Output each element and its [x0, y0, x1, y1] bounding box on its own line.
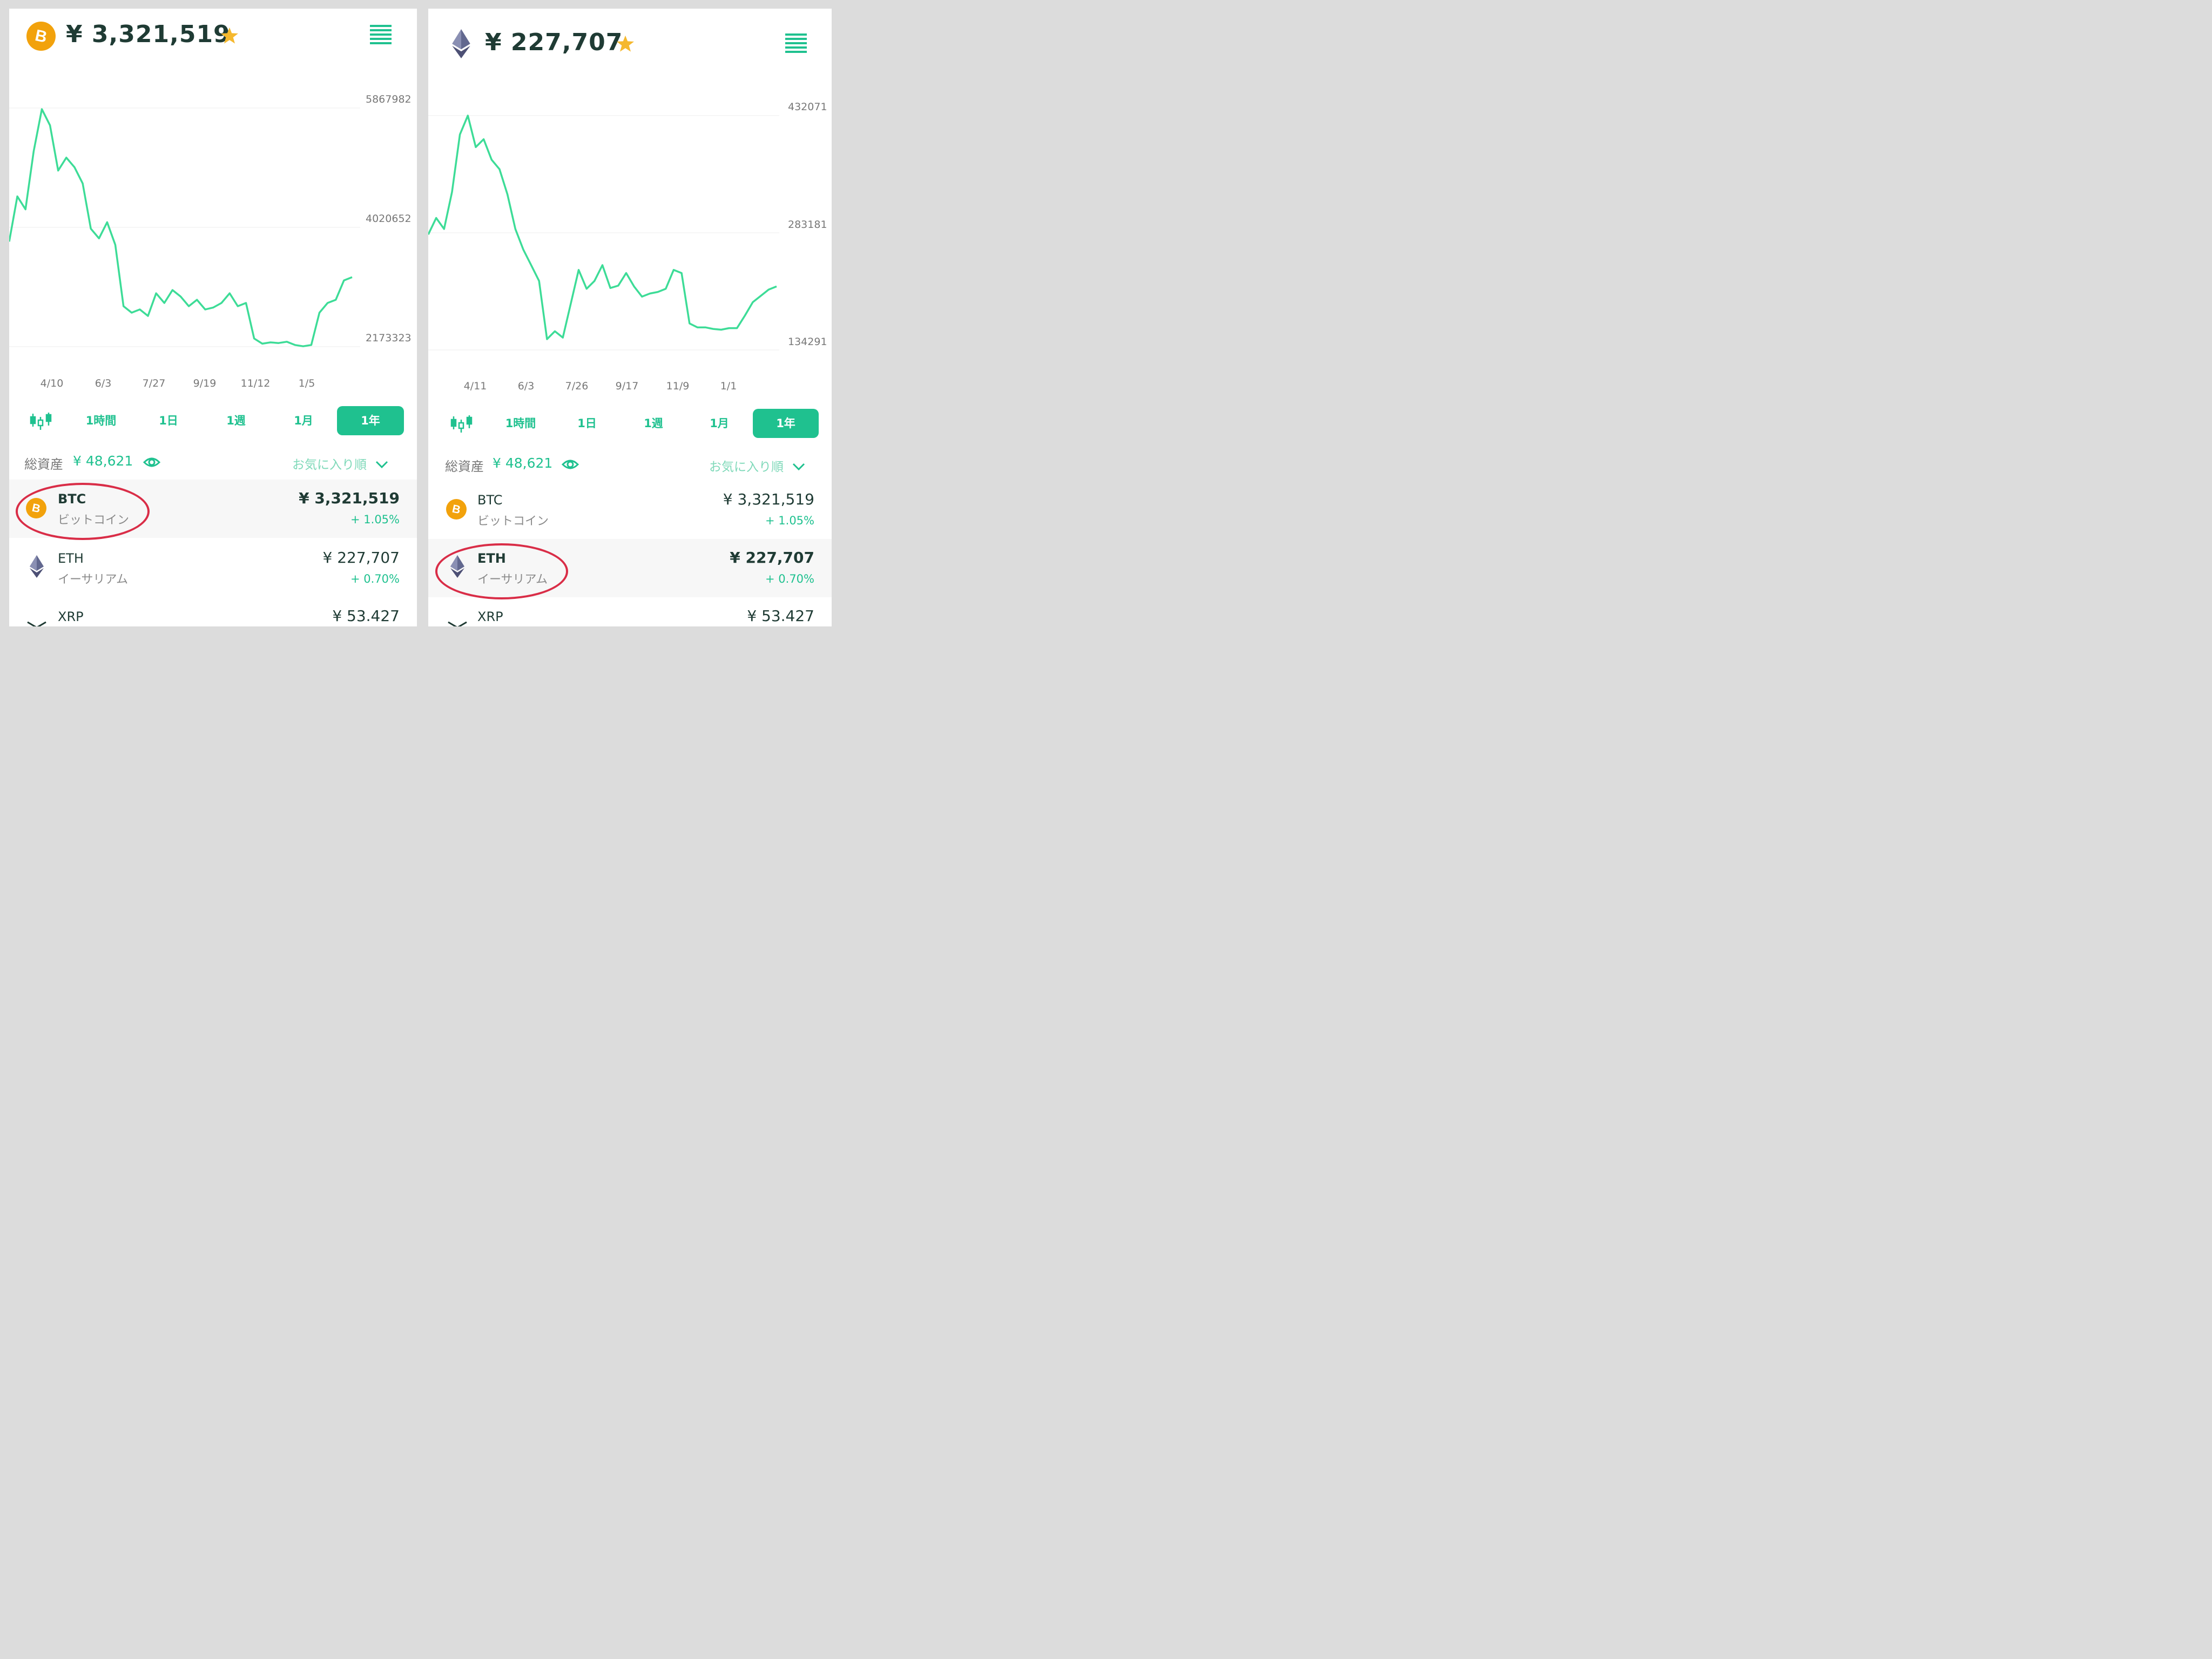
coin-price: ¥ 3,321,519: [299, 489, 400, 507]
coin-price: ¥ 227,707: [322, 549, 400, 567]
sort-label: お気に入り順: [709, 460, 784, 474]
x-axis-label: 4/10: [40, 377, 64, 389]
coin-price: ¥ 3,321,519: [723, 490, 814, 508]
x-axis-label: 6/3: [517, 380, 535, 392]
favorite-star-icon[interactable]: [616, 35, 635, 52]
timeframe-1h[interactable]: 1時間: [85, 414, 117, 427]
sort-dropdown[interactable]: お気に入り順: [709, 456, 806, 475]
eye-icon[interactable]: [143, 456, 160, 469]
total-assets-label: 総資産: [24, 457, 63, 472]
current-price: ¥ 3,321,519: [66, 21, 231, 48]
timeframe-1w[interactable]: 1週: [644, 417, 663, 430]
y-axis-label-mid: 4020652: [366, 213, 412, 225]
x-axis-label: 7/27: [142, 377, 166, 389]
coin-row-xrp[interactable]: XRP ¥ 53.427: [9, 597, 417, 626]
coin-change: + 1.05%: [350, 513, 400, 526]
x-axis-label: 9/17: [615, 380, 639, 392]
timeframe-1m[interactable]: 1月: [710, 417, 729, 430]
total-assets: 総資産 ¥ 48,621 お気に入り順: [428, 455, 832, 476]
total-assets-label: 総資産: [445, 459, 484, 474]
price-series-line: [428, 114, 777, 340]
total-assets-value: ¥ 48,621: [73, 453, 133, 469]
eye-icon[interactable]: [562, 458, 579, 471]
candlestick-chart-icon[interactable]: [450, 414, 473, 434]
timeframe-selector: 1時間 1日 1週 1月 1年: [9, 406, 417, 436]
svg-text:B: B: [451, 503, 462, 517]
eth-screen: ¥ 227,707 432071 283181 134291 4/11 6/3 …: [428, 9, 832, 626]
sort-label: お気に入り順: [292, 458, 367, 472]
btc-screen: B ¥ 3,321,519 5867982 4020652 2173323 4/…: [9, 9, 417, 626]
coin-change: + 1.05%: [765, 514, 814, 527]
coin-price: ¥ 53.427: [332, 607, 400, 625]
coin-change: + 0.70%: [350, 572, 400, 585]
x-axis-label: 7/26: [565, 380, 589, 392]
coin-row-eth[interactable]: ETH イーサリアム ¥ 227,707 + 0.70%: [9, 539, 417, 597]
timeframe-1w[interactable]: 1週: [226, 414, 246, 427]
coin-price: ¥ 53.427: [747, 607, 814, 625]
x-axis-label: 1/5: [298, 377, 315, 389]
menu-list-icon[interactable]: [370, 25, 392, 45]
timeframe-1m[interactable]: 1月: [294, 414, 313, 427]
total-assets-value: ¥ 48,621: [493, 455, 553, 471]
candlestick-chart-icon[interactable]: [30, 412, 52, 431]
x-axis-label: 4/11: [463, 380, 487, 392]
total-assets: 総資産 ¥ 48,621 お気に入り順: [9, 453, 417, 474]
y-axis-label-mid: 283181: [788, 219, 827, 231]
coin-row-btc[interactable]: B BTC ビットコイン ¥ 3,321,519 + 1.05%: [428, 481, 832, 539]
coin-change: + 0.70%: [765, 572, 814, 585]
ethereum-icon: [30, 555, 44, 578]
y-axis-label-bottom: 2173323: [366, 332, 412, 344]
coin-row-xrp[interactable]: XRP ¥ 53.427: [428, 597, 832, 626]
y-axis-label-top: 5867982: [366, 93, 412, 105]
timeframe-1y[interactable]: 1年: [337, 406, 404, 435]
coin-name: ビットコイン: [477, 515, 549, 528]
sort-dropdown[interactable]: お気に入り順: [292, 454, 389, 473]
price-series-line: [9, 108, 353, 347]
chevron-down-icon: [793, 463, 805, 471]
xrp-icon: [448, 621, 467, 626]
y-axis-label-top: 432071: [788, 101, 827, 113]
coin-symbol: XRP: [58, 609, 84, 624]
header: B ¥ 3,321,519: [9, 9, 417, 68]
timeframe-selector: 1時間 1日 1週 1月 1年: [428, 409, 832, 439]
x-axis-label: 11/12: [240, 377, 271, 389]
price-chart: [9, 107, 360, 347]
coin-price: ¥ 227,707: [730, 549, 814, 567]
coin-symbol: BTC: [477, 493, 503, 508]
bitcoin-icon: B: [446, 499, 467, 520]
timeframe-1h[interactable]: 1時間: [505, 417, 536, 430]
menu-list-icon[interactable]: [785, 33, 807, 54]
highlight-circle: [16, 483, 150, 540]
x-axis-label: 1/1: [720, 380, 737, 392]
x-axis-label: 9/19: [193, 377, 217, 389]
coin-symbol: XRP: [477, 609, 503, 624]
current-price: ¥ 227,707: [485, 29, 623, 56]
header: ¥ 227,707: [428, 9, 832, 68]
x-axis-label: 11/9: [666, 380, 690, 392]
timeframe-1d[interactable]: 1日: [577, 417, 597, 430]
coin-symbol: ETH: [58, 551, 84, 566]
timeframe-1y[interactable]: 1年: [753, 409, 819, 438]
timeframe-1d[interactable]: 1日: [159, 414, 178, 427]
chevron-down-icon: [376, 461, 388, 469]
coin-name: イーサリアム: [58, 573, 129, 586]
ethereum-logo-icon: [452, 29, 470, 58]
bitcoin-logo-icon: B: [26, 22, 56, 51]
price-chart: [428, 114, 779, 350]
y-axis-label-bottom: 134291: [788, 336, 827, 348]
x-axis-label: 6/3: [95, 377, 112, 389]
highlight-circle: [435, 543, 568, 599]
favorite-star-icon[interactable]: [220, 27, 239, 44]
xrp-icon: [27, 621, 46, 626]
